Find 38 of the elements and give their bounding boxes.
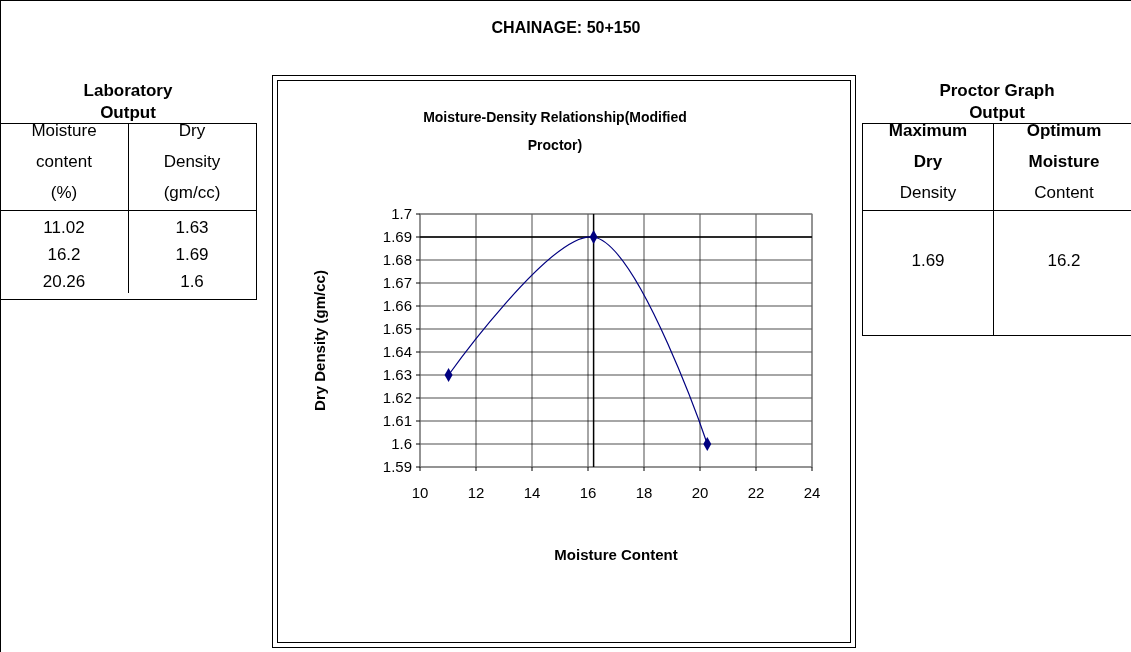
y-tick-label: 1.66 [382, 297, 412, 315]
text: 16.2 [47, 244, 81, 264]
x-tick-label: 10 [411, 484, 429, 501]
y-tick-label: 1.64 [382, 343, 412, 361]
text: 20.26 [42, 271, 86, 291]
y-tick-label: 1.61 [382, 412, 412, 430]
x-tick-label: 14 [523, 484, 541, 501]
x-tick-label: 18 [635, 484, 653, 501]
text: 11.02 [43, 217, 85, 237]
text: 1.6 [180, 271, 204, 291]
y-tick-label: 1.59 [382, 458, 412, 476]
text: Moisture content (%) [31, 121, 97, 202]
text: Laboratory Output [83, 81, 173, 122]
x-tick-label: 22 [747, 484, 765, 501]
text: Maximum Dry Density [888, 121, 968, 202]
y-tick-label: 1.67 [382, 274, 412, 292]
text: CHAINAGE: 50+150 [491, 19, 641, 36]
text: 1.69 [175, 244, 209, 264]
text: Optimum Moisture Content [1026, 121, 1102, 202]
y-tick-label: 1.6 [391, 435, 412, 453]
x-tick-label: 20 [691, 484, 709, 501]
x-tick-label: 12 [467, 484, 485, 501]
y-tick-label: 1.65 [382, 320, 412, 338]
x-tick-label: 16 [579, 484, 597, 501]
text: 1.63 [175, 217, 209, 237]
y-tick-label: 1.68 [382, 251, 412, 269]
text: 1.69 [911, 250, 945, 270]
x-axis-title: Moisture Content [554, 546, 678, 563]
y-tick-label: 1.63 [382, 366, 412, 384]
y-tick-label: 1.7 [391, 205, 412, 223]
y-tick-label: 1.62 [382, 389, 412, 407]
y-tick-label: 1.69 [382, 228, 412, 246]
chart-title: Moisture-Density Relationship(Modified Proctor) [423, 109, 687, 153]
text: Dry Density (gm/cc) [163, 121, 221, 202]
x-tick-label: 24 [803, 484, 821, 501]
text: 16.2 [1047, 250, 1081, 270]
text: Proctor Graph Output [939, 81, 1055, 122]
y-axis-title: Dry Density (gm/cc) [311, 270, 328, 411]
